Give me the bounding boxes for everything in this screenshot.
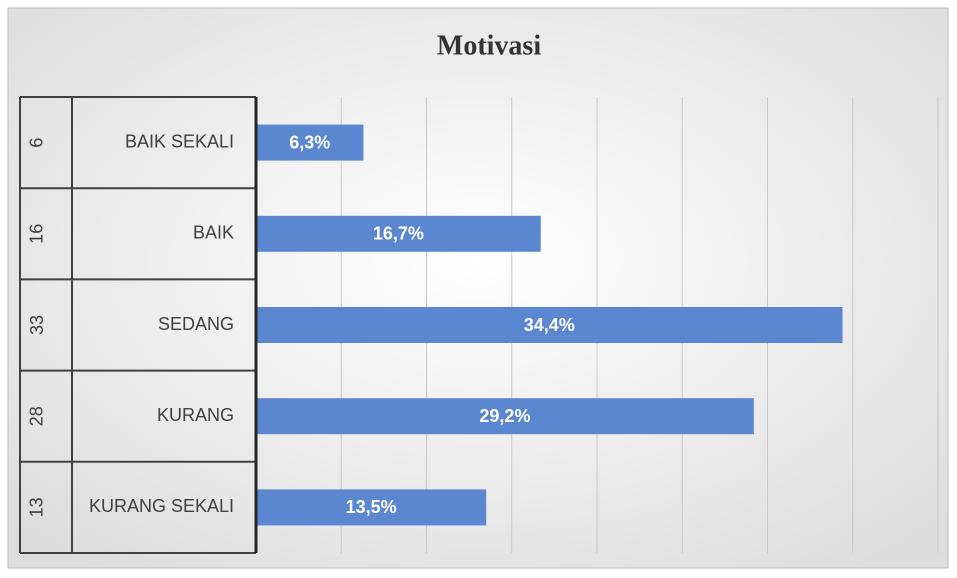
data-label: 6,3%: [289, 132, 330, 152]
bar: [256, 124, 364, 161]
bar: [256, 215, 541, 252]
group-label: 6: [27, 138, 47, 148]
bar: [256, 398, 754, 435]
y-tick-label: BAIK: [193, 223, 234, 243]
data-label: 16,7%: [373, 224, 424, 244]
data-label: 29,2%: [479, 406, 530, 426]
chart-title: Motivasi: [437, 30, 541, 61]
group-label: 13: [27, 497, 47, 517]
y-tick-label: KURANG SEKALI: [89, 496, 234, 516]
group-label: 33: [27, 315, 47, 335]
y-tick-label: BAIK SEKALI: [125, 131, 234, 151]
y-tick-label: KURANG: [157, 405, 234, 425]
bar: [256, 307, 843, 343]
group-label: 16: [27, 224, 47, 244]
data-label: 34,4%: [524, 315, 575, 335]
chart-background: [7, 7, 949, 569]
y-tick-label: SEDANG: [158, 314, 234, 334]
bar: [256, 489, 487, 526]
group-label: 28: [27, 406, 47, 426]
data-label: 13,5%: [346, 497, 397, 517]
